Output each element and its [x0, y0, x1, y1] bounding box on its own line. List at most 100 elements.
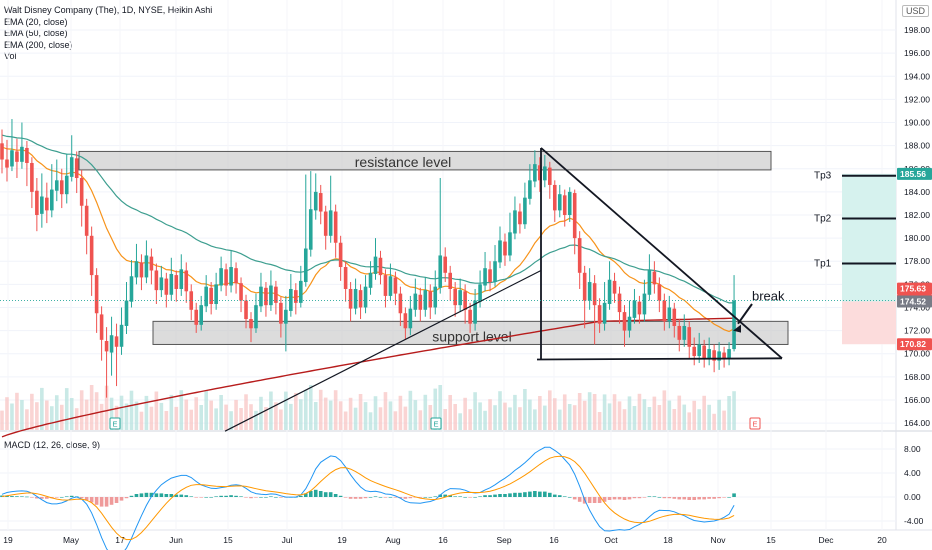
volume-bar: [513, 394, 517, 430]
candle-body: [368, 272, 373, 288]
volume-bar: [338, 401, 343, 430]
volume-legend[interactable]: Vol: [4, 51, 17, 61]
volume-bar: [179, 390, 184, 430]
macd-histogram-bar: [458, 496, 462, 497]
candle-body: [587, 282, 592, 301]
price-tick-label: 166.00: [904, 395, 930, 405]
volume-bar: [184, 399, 189, 430]
macd-histogram-bar: [453, 496, 457, 497]
earnings-marker: [749, 417, 761, 430]
candle-body: [249, 319, 253, 329]
volume-bar: [104, 385, 109, 430]
volume-bar: [493, 405, 497, 430]
macd-histogram-bar: [353, 497, 358, 499]
volume-bar: [428, 405, 433, 430]
volume-bar: [289, 403, 293, 430]
candle-body: [199, 305, 203, 325]
volume-bar: [453, 404, 457, 430]
currency-badge[interactable]: USD: [902, 5, 930, 17]
macd-histogram-bar: [652, 496, 657, 497]
macd-histogram-bar: [533, 491, 537, 497]
macd-histogram-bar: [538, 491, 542, 497]
candle-body: [244, 300, 248, 320]
candle-body: [289, 288, 293, 311]
macd-line: [1, 446, 735, 550]
macd-histogram-bar: [587, 497, 592, 503]
macd-histogram-bar: [592, 497, 597, 503]
macd-histogram-bar: [239, 496, 243, 497]
candle-body: [707, 349, 711, 359]
candle-body: [328, 210, 333, 236]
ema50-legend[interactable]: EMA (50, close): [4, 28, 68, 38]
earnings-marker-label: E: [112, 420, 117, 429]
volume-bar: [438, 385, 443, 430]
candle-body: [373, 256, 378, 274]
macd-histogram-bar: [572, 497, 577, 500]
macd-histogram-bar: [612, 497, 617, 500]
macd-histogram-bar: [35, 497, 39, 499]
candle-body: [294, 290, 298, 303]
candle-body: [209, 287, 213, 305]
candle-body: [398, 293, 403, 314]
candle-body: [129, 276, 134, 302]
symbol-title[interactable]: Walt Disney Company (The), 1D, NYSE, Hei…: [4, 5, 213, 15]
candle-body: [15, 151, 19, 162]
volume-bar: [308, 385, 313, 430]
candle-body: [612, 280, 617, 294]
macd-tick-label: 8.00: [904, 444, 921, 454]
macd-histogram-bar: [358, 497, 363, 499]
candle-body: [358, 290, 363, 308]
macd-histogram-bar: [54, 497, 59, 498]
time-tick-label: 16: [549, 535, 559, 545]
candle-body: [418, 294, 423, 310]
macd-histogram-bar: [632, 497, 637, 499]
volume-bar: [303, 389, 308, 430]
price-tick-label: 178.00: [904, 256, 930, 266]
macd-legend[interactable]: MACD (12, 26, close, 9): [4, 440, 101, 450]
macd-histogram-bar: [662, 497, 667, 499]
macd-histogram-bar: [597, 497, 602, 503]
macd-histogram-bar: [328, 492, 333, 497]
candle-body: [169, 273, 174, 295]
candle-body: [179, 269, 184, 289]
volume-bar: [732, 391, 736, 430]
macd-histogram-bar: [732, 493, 736, 497]
candle-body: [448, 272, 452, 289]
candle-body: [642, 293, 647, 315]
candle-body: [64, 175, 69, 195]
candle-body: [214, 284, 218, 305]
volume-bar: [518, 407, 522, 430]
candle-body: [702, 345, 706, 359]
volume-bar: [79, 390, 84, 430]
candle-body: [388, 276, 393, 296]
candle-body: [712, 350, 716, 361]
time-tick-label: 16: [438, 535, 448, 545]
volume-bar: [89, 385, 94, 430]
candle-body: [313, 191, 318, 211]
ema20-legend[interactable]: EMA (20, close): [4, 16, 68, 27]
candle-body: [343, 267, 348, 289]
volume-bar: [45, 400, 49, 430]
candle-body: [299, 280, 303, 303]
macd-histogram-bar: [139, 493, 144, 497]
volume-bar: [139, 411, 144, 430]
ema200-legend[interactable]: EMA (200, close): [4, 39, 73, 50]
candle-body: [219, 268, 223, 286]
volume-bar: [25, 409, 29, 430]
macd-histogram-bar: [134, 494, 139, 497]
candle-body: [692, 346, 697, 357]
macd-histogram-bar: [333, 494, 338, 497]
candle-body: [592, 283, 597, 306]
candle-body: [378, 257, 383, 276]
macd-histogram-bar: [199, 497, 203, 498]
candle-body: [538, 165, 542, 181]
volume-bar: [124, 403, 129, 430]
price-tick-label: 196.00: [904, 48, 930, 58]
candle-body: [54, 180, 59, 191]
macd-histogram-bar: [214, 496, 218, 497]
macd-histogram-bar: [229, 495, 233, 497]
macd-histogram-bar: [498, 494, 502, 497]
macd-histogram-bar: [562, 496, 567, 497]
price-tick-label: 184.00: [904, 187, 930, 197]
